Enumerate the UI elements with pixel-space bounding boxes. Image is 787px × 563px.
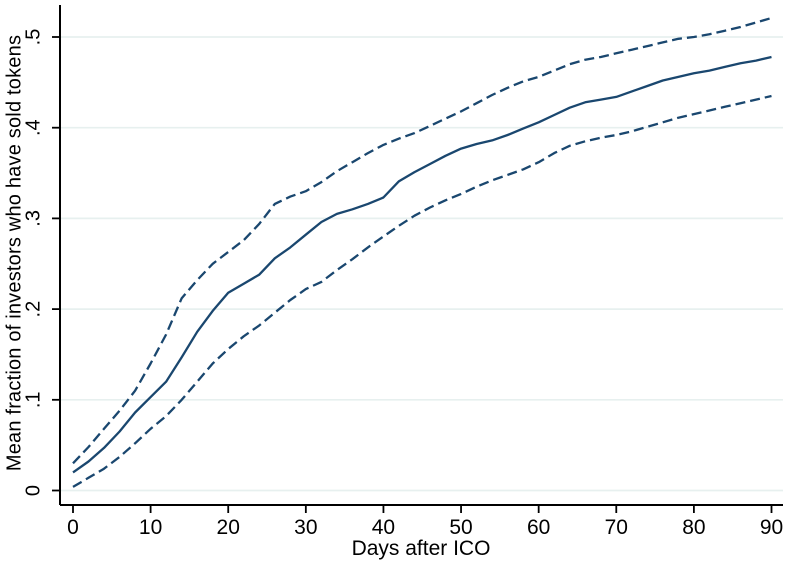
x-tick-label: 0	[67, 516, 79, 539]
series-ci_upper-line	[72, 16, 772, 465]
y-tick-label: .3	[22, 210, 44, 227]
x-tick-label: 50	[449, 516, 472, 539]
series-mean-line	[72, 55, 772, 474]
x-tick-label: 30	[294, 516, 317, 539]
x-tick-label: 70	[605, 516, 628, 539]
y-axis-title: Mean fraction of investors who have sold…	[3, 34, 26, 472]
y-tick-label: .4	[22, 119, 44, 136]
x-tick-label: 60	[527, 516, 550, 539]
x-tick-label: 10	[139, 516, 162, 539]
x-tick-label: 80	[682, 516, 705, 539]
x-tick-label: 40	[372, 516, 395, 539]
x-tick-label: 90	[760, 516, 783, 539]
x-tick-label: 20	[217, 516, 240, 539]
y-tick-label: 0	[22, 485, 44, 496]
y-tick-label: .5	[22, 29, 44, 46]
y-tick-label: .2	[22, 301, 44, 318]
x-axis-title: Days after ICO	[351, 537, 491, 560]
series-ci_lower-line	[72, 94, 772, 488]
y-tick-label: .1	[22, 391, 44, 408]
